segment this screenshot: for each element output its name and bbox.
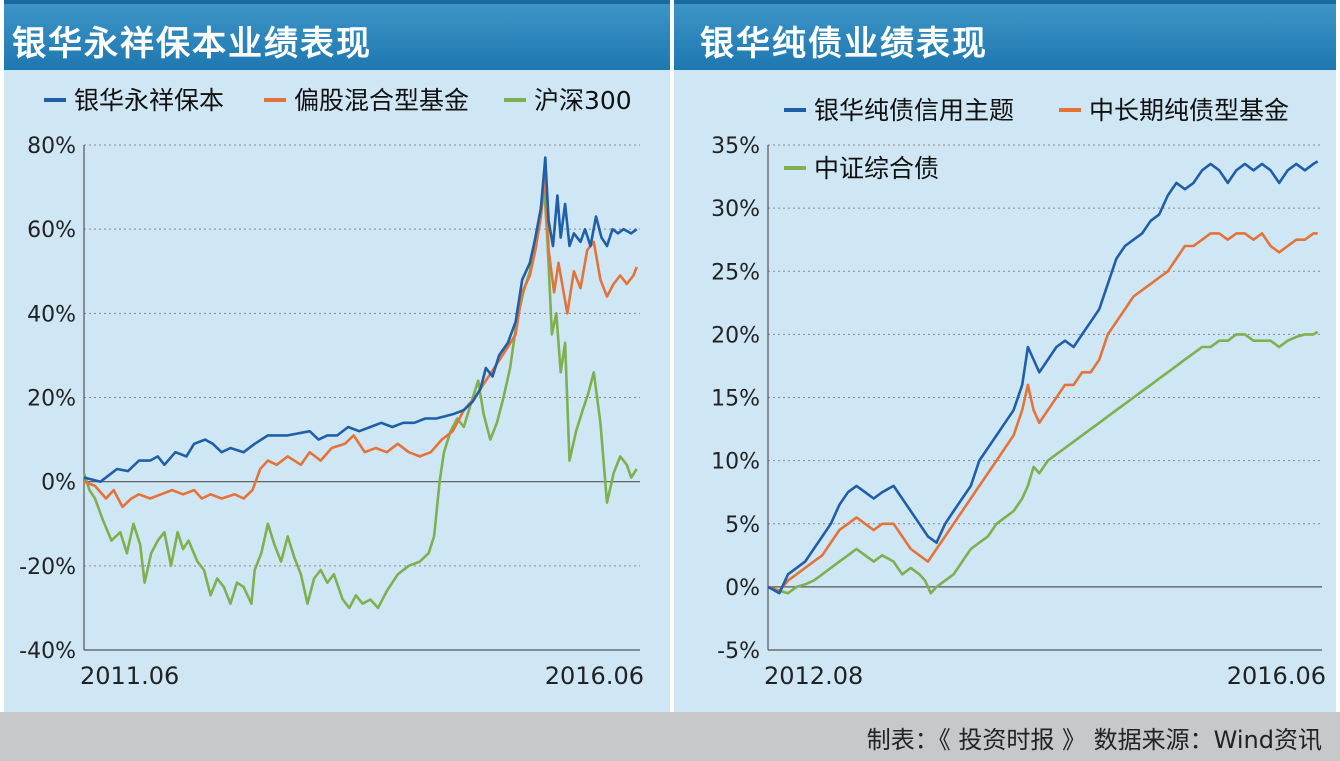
right-series-line-1 — [767, 160, 1319, 595]
right-legend-label: 中长期纯债型基金 — [1089, 96, 1289, 125]
right-ytick-label: 5% — [725, 513, 760, 538]
left-ytick-label: -40% — [19, 639, 76, 664]
left-chart-title: 银华永祥保本业绩表现 — [12, 24, 372, 64]
left-series-line-2 — [83, 173, 638, 509]
right-line-chart: -5% 0% 5% 10% 15% 20% 25% 30% 35% 2012.08 2016.06 银… — [711, 96, 1326, 690]
left-ytick-label: 60% — [27, 218, 76, 243]
left-legend-label: 沪深300 — [534, 86, 632, 115]
right-ytick-label: 15% — [711, 387, 760, 412]
source-note: 制表：《 投资时报 》 数据来源：Wind资讯 — [866, 726, 1322, 754]
left-xtick-label: 2016.06 — [545, 662, 644, 690]
panel-divider — [670, 0, 674, 712]
right-series-line-3 — [767, 330, 1319, 595]
right-xtick-label: 2012.08 — [764, 662, 863, 690]
left-series-line-1 — [83, 156, 638, 483]
right-ytick-label: 25% — [711, 260, 760, 285]
left-ytick-label: 40% — [27, 302, 76, 327]
right-ytick-label: 0% — [725, 576, 760, 601]
right-ytick-label: 35% — [711, 134, 760, 159]
left-series-line-3 — [82, 185, 638, 610]
left-line-chart: -40% -20% 0% 20% 40% 60% 80% 2011.06 2016.06 银华永祥… — [19, 86, 644, 690]
right-chart-header: 银华纯债业绩表现 — [674, 0, 1336, 70]
right-ytick-label: 30% — [711, 197, 760, 222]
left-legend-label: 银华永祥保本 — [74, 86, 224, 115]
left-legend-label: 偏股混合型基金 — [294, 86, 469, 115]
right-chart-panel: -5% 0% 5% 10% 15% 20% 25% 30% 35% 2012.08 2016.06 银… — [674, 70, 1336, 712]
right-chart-title: 银华纯债业绩表现 — [700, 24, 988, 64]
left-chart-panel: -40% -20% 0% 20% 40% 60% 80% 2011.06 2016.06 银华永祥… — [4, 70, 670, 712]
right-ytick-label: 10% — [711, 450, 760, 475]
left-ytick-label: -20% — [19, 555, 76, 580]
right-series-line-2 — [767, 232, 1318, 592]
left-chart-header: 银华永祥保本业绩表现 — [4, 0, 670, 70]
right-ytick-label: -5% — [717, 639, 760, 664]
right-ytick-label: 20% — [711, 323, 760, 348]
footer-bar: 制表：《 投资时报 》 数据来源：Wind资讯 — [0, 712, 1340, 761]
left-xtick-label: 2011.06 — [80, 662, 179, 690]
left-ytick-label: 0% — [41, 471, 76, 496]
right-xtick-label: 2016.06 — [1227, 662, 1326, 690]
right-legend-label: 中证综合债 — [814, 154, 939, 183]
left-ytick-label: 80% — [27, 134, 76, 159]
right-legend-label: 银华纯债信用主题 — [814, 96, 1014, 125]
left-ytick-label: 20% — [27, 387, 76, 412]
